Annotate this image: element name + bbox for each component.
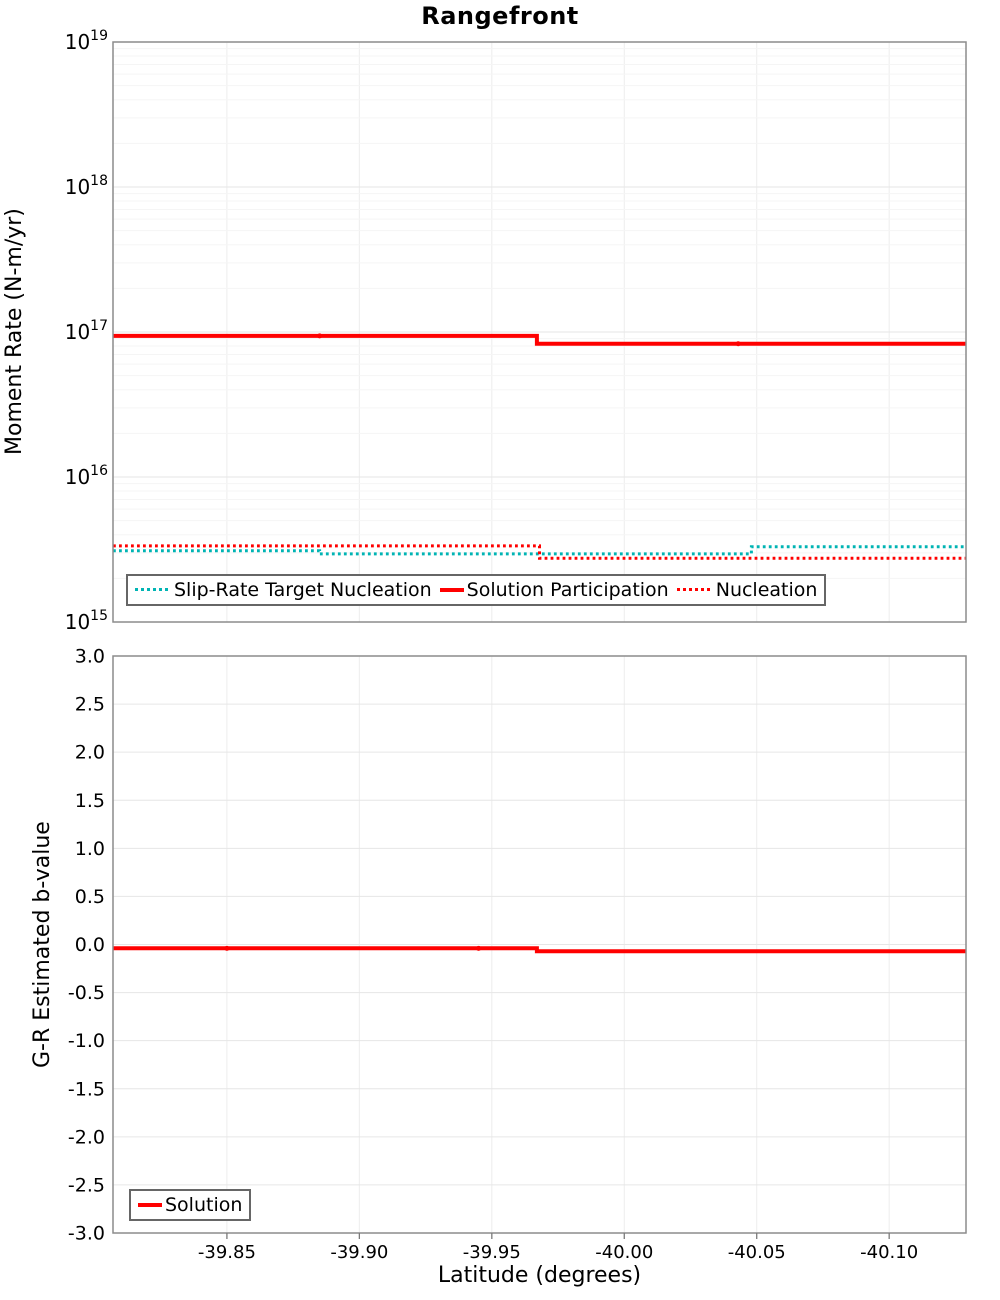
red-solid-line-swatch-icon <box>138 1202 162 1207</box>
legend-label-nucleation: Nucleation <box>715 578 818 601</box>
series-slip-rate-target-nucleation <box>113 545 966 556</box>
x-tick-label: -40.00 <box>595 1242 653 1263</box>
y-tick-label: 1017 <box>65 318 108 344</box>
x-tick-label: -40.05 <box>728 1242 786 1263</box>
series-nucleation <box>113 544 966 560</box>
y-tick-label: -1.0 <box>68 1030 105 1052</box>
top-chart-legend: Slip-Rate Target Nucleation Solution Par… <box>126 574 827 606</box>
y-tick-label: 1019 <box>65 28 108 54</box>
legend-item-slip-rate-target-nucleation: Slip-Rate Target Nucleation <box>135 579 432 602</box>
chart-title: Rangefront <box>421 2 579 30</box>
chart-area-0: 1019 1018 1017 1016 1015 <box>65 28 967 634</box>
y-tick-label: 2.5 <box>75 694 105 716</box>
y-tick-label: -2.5 <box>68 1174 105 1196</box>
y-tick-label: 1016 <box>65 463 108 489</box>
plot-border <box>112 655 967 1234</box>
legend-label-slip-rate-target-nucleation: Slip-Rate Target Nucleation <box>174 578 432 601</box>
series-solution-participation <box>113 333 966 346</box>
legend-label-solution: Solution <box>165 1193 243 1216</box>
legend-item-solution-participation: Solution Participation <box>439 578 669 602</box>
chart-area-1: 3.0 2.5 2.0 1.5 1.0 0.5 0.0 -0.5 -1.0 -1.5 -2.0 -2.… <box>68 646 967 1263</box>
y-tick-label: 0.0 <box>75 934 105 956</box>
legend-item-solution: Solution <box>138 1194 242 1217</box>
y-tick-label: 3.0 <box>75 646 105 668</box>
y-tick-label: 2.0 <box>75 742 105 764</box>
y-tick-label: 1015 <box>65 608 108 634</box>
red-dotted-line-swatch-icon <box>676 588 713 592</box>
data-point-marker <box>224 945 230 951</box>
data-point-marker <box>735 341 741 347</box>
x-tick-label: -39.95 <box>463 1242 521 1263</box>
series-solution <box>113 946 966 954</box>
y-tick-label: 1.5 <box>75 790 105 812</box>
y-tick-label: -3.0 <box>68 1223 105 1245</box>
legend-item-nucleation: Nucleation <box>676 578 818 602</box>
bottom-chart-legend: Solution <box>129 1189 252 1221</box>
data-point-marker <box>476 945 482 951</box>
teal-dotted-line-swatch-icon <box>135 588 171 592</box>
plot-border <box>112 41 967 623</box>
x-tick-label: -39.90 <box>330 1242 388 1263</box>
y-tick-label: -0.5 <box>68 982 105 1004</box>
latitude-axis-label: Latitude (degrees) <box>437 1263 642 1288</box>
y-tick-label: 1018 <box>65 173 108 199</box>
y-tick-label: 0.5 <box>75 886 105 908</box>
data-point-marker <box>317 333 323 339</box>
y-tick-label: -1.5 <box>68 1078 105 1100</box>
x-tick-label: -39.85 <box>198 1242 256 1263</box>
y-tick-label: -2.0 <box>68 1126 105 1148</box>
legend-label-solution-participation: Solution Participation <box>466 578 669 601</box>
x-tick-label: -40.10 <box>860 1242 918 1263</box>
y-tick-label: 1.0 <box>75 838 105 860</box>
red-solid-line-swatch-icon <box>439 587 464 592</box>
